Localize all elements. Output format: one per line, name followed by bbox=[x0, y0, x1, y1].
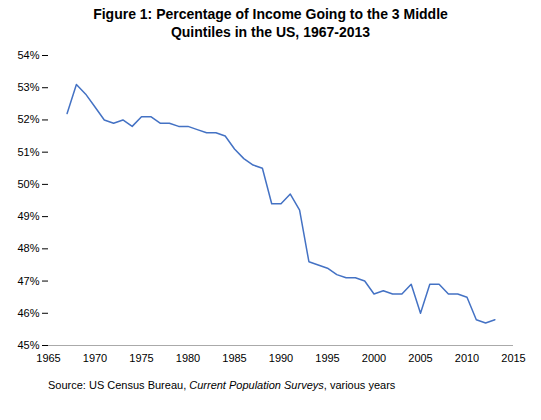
svg-text:47%: 47% bbox=[17, 275, 39, 287]
svg-text:2015: 2015 bbox=[501, 352, 525, 364]
svg-text:1975: 1975 bbox=[129, 352, 153, 364]
html-text:Source: US Census Bureau, Curr: Source: US Census Bureau, Current Popula… bbox=[48, 379, 396, 391]
svg-text:1990: 1990 bbox=[269, 352, 293, 364]
svg-text:1970: 1970 bbox=[83, 352, 107, 364]
svg-text:50%: 50% bbox=[17, 178, 39, 190]
svg-text:1980: 1980 bbox=[176, 352, 200, 364]
svg-text:1965: 1965 bbox=[36, 352, 60, 364]
svg-text:1985: 1985 bbox=[222, 352, 246, 364]
svg-text:2005: 2005 bbox=[408, 352, 432, 364]
svg-text:51%: 51% bbox=[17, 146, 39, 158]
svg-text:48%: 48% bbox=[17, 242, 39, 254]
svg-text:2000: 2000 bbox=[362, 352, 386, 364]
svg-text:52%: 52% bbox=[17, 113, 39, 125]
svg-text:2010: 2010 bbox=[455, 352, 479, 364]
svg-text:49%: 49% bbox=[17, 210, 39, 222]
html-text:Figure 1: Percentage of Income: Figure 1: Percentage of Income Going to … bbox=[93, 6, 448, 40]
svg-text:54%: 54% bbox=[17, 49, 39, 61]
svg-text:53%: 53% bbox=[17, 81, 39, 93]
svg-text:1995: 1995 bbox=[315, 352, 339, 364]
svg-text:46%: 46% bbox=[17, 307, 39, 319]
svg-text:45%: 45% bbox=[17, 339, 39, 351]
